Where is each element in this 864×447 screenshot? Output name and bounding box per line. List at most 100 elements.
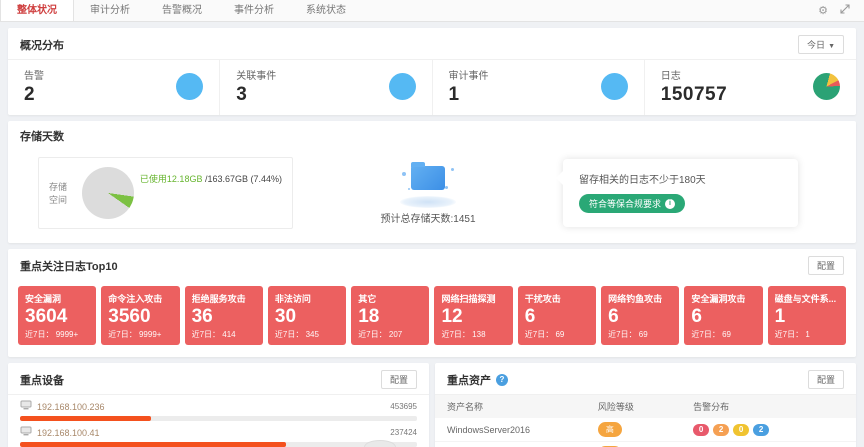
- alarm-count-badge: 2: [713, 423, 730, 436]
- log-category-name: 安全漏洞: [25, 294, 62, 304]
- device-log-count: 237424: [390, 428, 417, 437]
- storage-space-label: 存储空间: [49, 182, 68, 205]
- log-category-recent: 近7日： 69: [524, 330, 565, 339]
- log-category-card[interactable]: 网络扫描探测 12 近7日： 138: [434, 286, 513, 345]
- tab-label: 事件分析: [234, 5, 274, 16]
- log-category-count: 6: [691, 306, 702, 327]
- expand-icon[interactable]: [840, 4, 850, 17]
- log-category-recent: 近7日： 69: [691, 330, 731, 339]
- log-category-count: 6: [608, 306, 619, 327]
- help-icon[interactable]: ?: [496, 373, 508, 386]
- log-category-card[interactable]: 安全漏洞 3604 近7日： 9999+: [18, 286, 97, 345]
- circle-icon: [600, 73, 628, 100]
- stat-card: 告警 2: [8, 60, 221, 115]
- folder-icon: [411, 161, 445, 190]
- log-category-card[interactable]: 磁盘与文件系... 1 近7日： 1: [767, 286, 846, 345]
- top-tab-bar: 整体状况 审计分析 告警概况 事件分析 系统状态 ⚙: [0, 0, 864, 22]
- log-category-card[interactable]: 非法访问 30 近7日： 345: [267, 286, 347, 345]
- log-category-card[interactable]: 其它 18 近7日： 207: [351, 286, 430, 345]
- log-category-card[interactable]: 网络钓鱼攻击 6 近7日： 69: [601, 286, 680, 345]
- log-category-count: 3560: [108, 306, 151, 327]
- log-category-card[interactable]: 安全漏洞攻击 6 近7日： 69: [684, 286, 763, 345]
- log-category-count: 12: [441, 306, 463, 327]
- stat-value: 2: [24, 84, 36, 105]
- log-category-name: 网络钓鱼攻击: [608, 294, 663, 304]
- assets-section: 重点资产 ? 配置 资产名称 风险等级 告警分布 WindowsServer20…: [435, 363, 856, 447]
- stat-value: 1: [448, 84, 460, 105]
- overview-section: 概况分布 今日 ▼ 告警 2 关联事件 3 审计事件 1 日志 150757: [8, 28, 856, 115]
- device-ip[interactable]: 192.168.100.236: [37, 401, 105, 412]
- tab-审计分析[interactable]: 审计分析: [74, 0, 146, 21]
- asset-name[interactable]: WindowsServer2016: [447, 424, 531, 435]
- device-log-count: 453695: [390, 402, 417, 411]
- collapse-handle[interactable]: [364, 440, 396, 447]
- stat-label: 告警: [24, 71, 44, 82]
- log-category-name: 网络扫描探测: [441, 294, 496, 304]
- assets-table-header: 资产名称 风险等级 告警分布: [435, 395, 856, 418]
- log-category-recent: 近7日： 414: [191, 330, 236, 339]
- stat-card: 关联事件 3: [220, 60, 433, 115]
- tab-整体状况[interactable]: 整体状况: [0, 0, 74, 21]
- log-category-card[interactable]: 命令注入攻击 3560 近7日： 9999+: [101, 286, 180, 345]
- log-category-recent: 近7日： 207: [358, 330, 403, 339]
- devices-section: 重点设备 配置 192.168.100.236 453695 192.168.1…: [8, 363, 429, 447]
- devices-config-button[interactable]: 配置: [380, 370, 417, 389]
- top-logs-section: 重点关注日志Top10 配置 安全漏洞 3604 近7日： 9999+ 命令注入…: [8, 249, 856, 357]
- alarm-count-badge: 2: [753, 423, 770, 436]
- storage-title: 存储天数: [20, 131, 64, 143]
- log-category-recent: 近7日： 345: [274, 330, 319, 339]
- log-category-recent: 近7日： 9999+: [108, 330, 162, 339]
- tab-label: 整体状况: [17, 5, 57, 16]
- device-icon: [20, 426, 32, 439]
- tab-label: 告警概况: [162, 5, 202, 16]
- stat-card: 审计事件 1: [433, 60, 645, 115]
- device-row: 192.168.100.236 453695: [8, 395, 429, 421]
- log-category-name: 非法访问: [274, 294, 311, 304]
- period-selector[interactable]: 今日 ▼: [798, 35, 844, 54]
- log-category-name: 其它: [358, 294, 377, 304]
- log-category-count: 36: [191, 306, 213, 327]
- device-row: 192.168.100.41 237424: [8, 421, 429, 447]
- devices-title: 重点设备: [20, 374, 64, 387]
- tab-事件分析[interactable]: 事件分析: [218, 0, 290, 21]
- alarm-count-badge: 0: [733, 423, 750, 436]
- log-category-count: 6: [524, 306, 536, 327]
- tab-系统状态[interactable]: 系统状态: [290, 0, 362, 21]
- device-bar: [20, 416, 417, 421]
- stat-value: 150757: [660, 84, 728, 105]
- log-category-name: 磁盘与文件系...: [774, 294, 837, 304]
- storage-section: 存储天数 存储空间 已使用12.18GB /163.67GB (7.44%) 预…: [8, 121, 856, 243]
- circle-icon: [388, 73, 416, 100]
- tab-告警概况[interactable]: 告警概况: [146, 0, 218, 21]
- storage-space-panel: 存储空间 已使用12.18GB /163.67GB (7.44%): [38, 157, 293, 229]
- log-category-name: 拒绝服务攻击: [191, 294, 246, 304]
- log-category-name: 安全漏洞攻击: [691, 294, 746, 304]
- assets-config-button[interactable]: 配置: [807, 370, 844, 389]
- stat-card: 日志 150757: [645, 60, 856, 115]
- log-pie-icon: [813, 73, 840, 100]
- stat-value: 3: [236, 84, 248, 105]
- column-header: 资产名称: [447, 402, 484, 412]
- log-category-card[interactable]: 拒绝服务攻击 36 近7日： 414: [184, 286, 263, 345]
- device-ip[interactable]: 192.168.100.41: [37, 427, 100, 438]
- gear-icon[interactable]: ⚙: [818, 5, 828, 17]
- top-logs-config-button[interactable]: 配置: [807, 256, 844, 275]
- risk-badge: 高: [597, 422, 622, 437]
- log-category-count: 18: [358, 306, 380, 327]
- storage-pie-chart: [81, 167, 134, 219]
- log-category-name: 命令注入攻击: [108, 294, 163, 304]
- column-header: 告警分布: [693, 402, 730, 412]
- column-header: 风险等级: [597, 402, 634, 412]
- info-icon: i: [665, 198, 676, 209]
- log-category-recent: 近7日： 138: [441, 330, 486, 339]
- compliance-badge[interactable]: 符合等保合规要求 i: [579, 194, 686, 213]
- stat-label: 日志: [660, 71, 681, 82]
- log-category-card[interactable]: 干扰攻击 6 近7日： 69: [517, 286, 597, 345]
- top-logs-title: 重点关注日志Top10: [20, 260, 118, 273]
- tab-label: 系统状态: [306, 5, 346, 16]
- storage-folder-illustration: [396, 161, 460, 208]
- log-category-count: 1: [774, 306, 786, 327]
- log-category-count: 30: [274, 306, 297, 327]
